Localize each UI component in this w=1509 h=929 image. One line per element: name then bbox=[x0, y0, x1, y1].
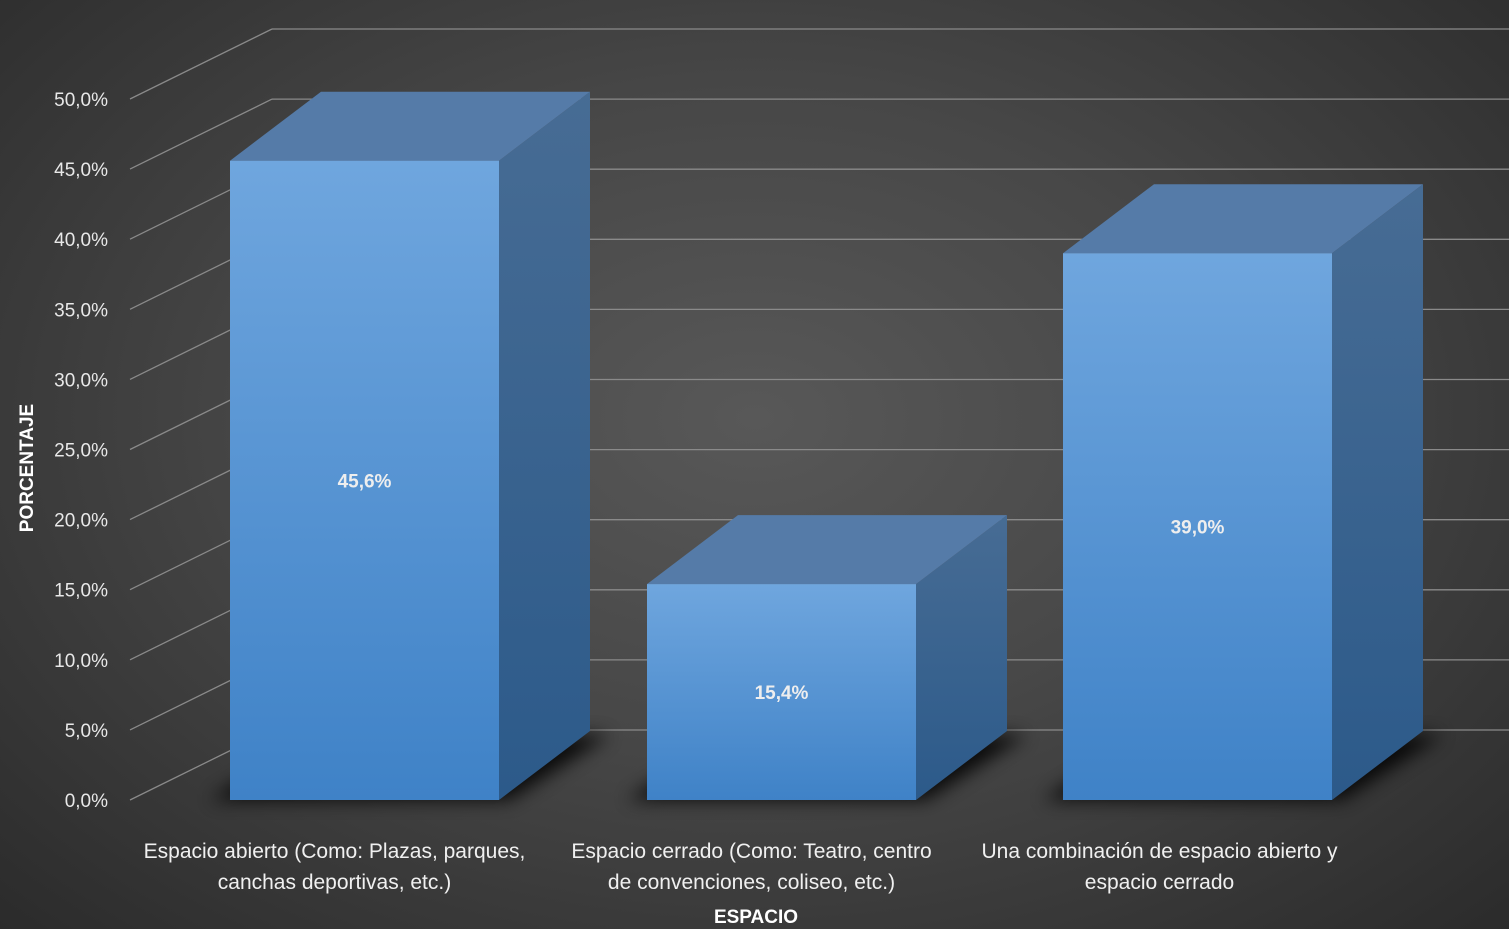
y-tick-label: 50,0% bbox=[54, 90, 108, 111]
y-tick-label: 25,0% bbox=[54, 441, 108, 462]
y-tick-label: 20,0% bbox=[54, 511, 108, 532]
data-label: 39,0% bbox=[1171, 518, 1225, 539]
bar bbox=[210, 91, 610, 801]
y-tick-label: 40,0% bbox=[54, 230, 108, 251]
y-axis-title: PORCENTAJE bbox=[17, 404, 38, 532]
data-labels: 45,6% 15,4% 39,0% bbox=[338, 471, 1225, 704]
y-tick-label: 0,0% bbox=[65, 791, 108, 812]
y-axis-ticks: 0,0% 5,0% 10,0% 15,0% 20,0% 25,0% 30,0% 35,0% 40… bbox=[54, 90, 108, 812]
y-tick-label: 15,0% bbox=[54, 581, 108, 602]
data-label: 15,4% bbox=[755, 683, 809, 704]
y-tick-label: 10,0% bbox=[54, 651, 108, 672]
bar bbox=[627, 515, 1027, 800]
bars bbox=[210, 91, 1443, 801]
y-tick-label: 30,0% bbox=[54, 370, 108, 391]
x-axis-categories: Espacio abierto (Como: Plazas, parques, c… bbox=[144, 840, 1338, 894]
y-tick-label: 5,0% bbox=[65, 721, 108, 742]
category-label: Espacio abierto (Como: Plazas, parques, c… bbox=[144, 840, 526, 894]
data-label: 45,6% bbox=[338, 471, 392, 492]
x-axis-title: ESPACIO bbox=[714, 907, 798, 928]
category-label: Una combinación de espacio abierto y espa… bbox=[981, 840, 1338, 894]
category-label: Espacio cerrado (Como: Teatro, centro de … bbox=[571, 840, 931, 894]
y-tick-label: 35,0% bbox=[54, 300, 108, 321]
gridline bbox=[129, 28, 1509, 100]
y-tick-label: 45,0% bbox=[54, 160, 108, 181]
bar bbox=[1043, 184, 1443, 801]
